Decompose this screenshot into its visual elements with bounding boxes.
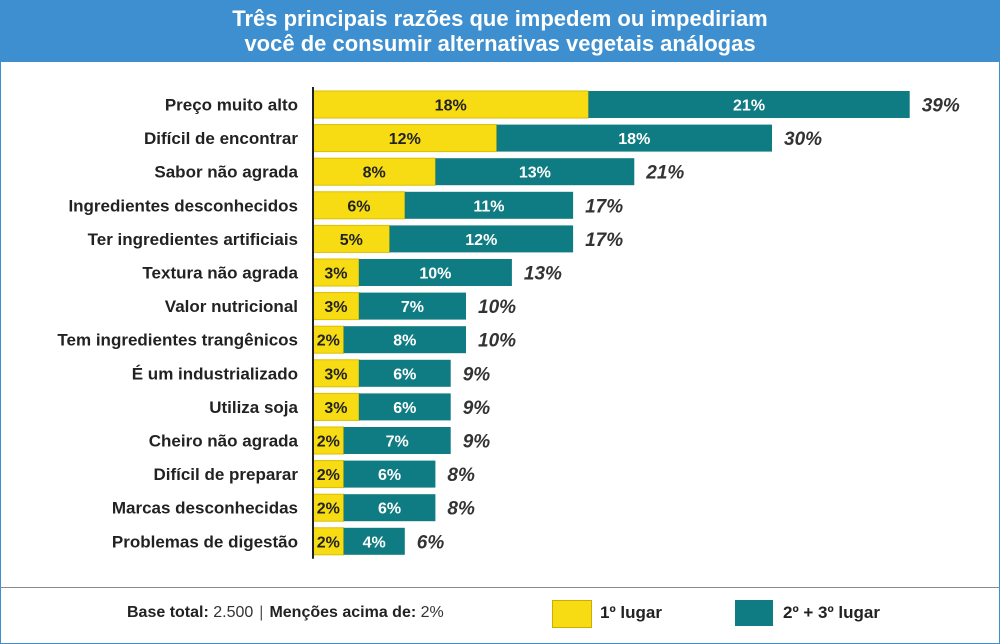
chart-title-line-1: Três principais razões que impedem ou im… (232, 6, 768, 31)
base-value: 2.500 (213, 604, 254, 621)
bar-label-first-place: 3% (324, 366, 347, 383)
bar-label-first-place: 2% (317, 534, 340, 551)
bar-second-third-place (435, 158, 635, 186)
bar-label-second-third-place: 6% (393, 400, 416, 417)
stacked-bar-chart: Preço muito alto 18% 21% 39% Difícil de enco… (57, 87, 960, 559)
bar-label-first-place: 2% (317, 333, 340, 350)
category-label: Cheiro não agrada (149, 432, 299, 451)
total-label: 17% (585, 196, 623, 217)
bar-second-third-place (343, 326, 466, 354)
total-label: 8% (447, 465, 475, 486)
bar-label-first-place: 2% (317, 434, 340, 451)
footer-separator: | (259, 604, 264, 621)
total-label: 30% (784, 129, 822, 150)
total-label: 10% (478, 331, 516, 352)
category-label: Textura não agrada (142, 264, 298, 283)
bar-first-place (312, 392, 360, 421)
bar-label-first-place: 3% (324, 266, 347, 283)
total-label: 39% (922, 96, 960, 117)
bar-first-place (312, 527, 345, 556)
legend-swatch-first (552, 600, 592, 628)
total-label: 9% (463, 398, 491, 419)
bar-label-second-third-place: 6% (378, 501, 401, 518)
bar-label-first-place: 3% (324, 299, 347, 316)
bar-second-third-place (343, 427, 451, 454)
bar-label-first-place: 6% (347, 198, 370, 215)
category-label: Problemas de digestão (112, 532, 298, 551)
bar-label-second-third-place: 12% (465, 232, 497, 249)
bar-label-first-place: 8% (363, 165, 386, 182)
bar-label-second-third-place: 10% (419, 266, 451, 283)
bar-second-third-place (343, 527, 405, 555)
bar-first-place (312, 460, 345, 489)
bar-second-third-place (358, 393, 451, 421)
total-label: 10% (478, 297, 516, 318)
bar-label-second-third-place: 13% (519, 165, 551, 182)
category-label: Valor nutricional (165, 297, 298, 316)
bar-label-first-place: 2% (317, 467, 340, 484)
bar-first-place (312, 224, 390, 253)
title-banner: Três principais razões que impedem ou im… (0, 0, 1000, 62)
base-label: Base total: (127, 604, 209, 621)
bar-second-third-place (358, 359, 451, 387)
bar-first-place (312, 191, 406, 220)
bar-second-third-place (358, 292, 466, 320)
total-label: 9% (463, 432, 491, 453)
category-label: Preço muito alto (165, 96, 298, 115)
bar-first-place (312, 124, 498, 153)
category-label: É um industrializado (132, 364, 298, 383)
category-label: Tem ingredientes trangênicos (57, 331, 298, 350)
mentions-label: Menções acima de: (269, 604, 417, 621)
category-label: Marcas desconhecidas (112, 499, 298, 518)
category-label: Difícil de preparar (153, 465, 298, 484)
bar-label-second-third-place: 4% (363, 534, 386, 551)
bar-first-place (312, 157, 436, 186)
legend-label-second-third: 2º + 3º lugar (783, 603, 880, 622)
legend-swatch-second-third (735, 600, 773, 626)
bar-label-second-third-place: 8% (393, 333, 416, 350)
bar-label-second-third-place: 7% (401, 299, 424, 316)
category-label: Difícil de encontrar (144, 129, 298, 148)
total-label: 17% (585, 230, 623, 251)
bar-label-first-place: 12% (389, 131, 421, 148)
bar-first-place (312, 90, 589, 119)
chart-title-line-2: você de consumir alternativas vegetais a… (244, 31, 756, 56)
bar-second-third-place (358, 259, 512, 286)
category-label: Sabor não agrada (154, 163, 298, 182)
total-label: 9% (463, 364, 491, 385)
bar-second-third-place (343, 494, 436, 522)
bar-second-third-place (588, 91, 910, 118)
bar-first-place (312, 493, 345, 522)
footer-divider (0, 587, 1000, 588)
total-label: 21% (645, 163, 684, 184)
bar-label-second-third-place: 21% (733, 98, 765, 115)
bar-second-third-place (404, 191, 574, 219)
legend-label-first: 1º lugar (600, 603, 662, 622)
bar-label-second-third-place: 6% (378, 467, 401, 484)
category-label: Ingredientes desconhecidos (68, 196, 298, 215)
bar-label-first-place: 5% (340, 232, 363, 249)
bar-label-second-third-place: 18% (618, 131, 650, 148)
bar-second-third-place (343, 460, 436, 488)
bar-label-second-third-place: 6% (393, 366, 416, 383)
bar-second-third-place (496, 124, 772, 152)
mentions-value: 2% (420, 604, 444, 621)
bar-first-place (312, 292, 360, 321)
bar-label-first-place: 2% (317, 501, 340, 518)
total-label: 13% (524, 264, 562, 285)
category-label: Ter ingredientes artificiais (88, 230, 298, 249)
total-label: 8% (447, 499, 475, 520)
total-label: 6% (417, 532, 445, 553)
bar-second-third-place (389, 225, 574, 253)
base-info: Base total: 2.500 | Menções acima de: 2% (127, 603, 444, 623)
category-label: Utiliza soja (209, 398, 298, 417)
bar-label-second-third-place: 7% (386, 434, 409, 451)
bar-label-first-place: 18% (435, 98, 467, 115)
bar-label-second-third-place: 11% (473, 198, 504, 215)
bar-label-first-place: 3% (324, 400, 347, 417)
